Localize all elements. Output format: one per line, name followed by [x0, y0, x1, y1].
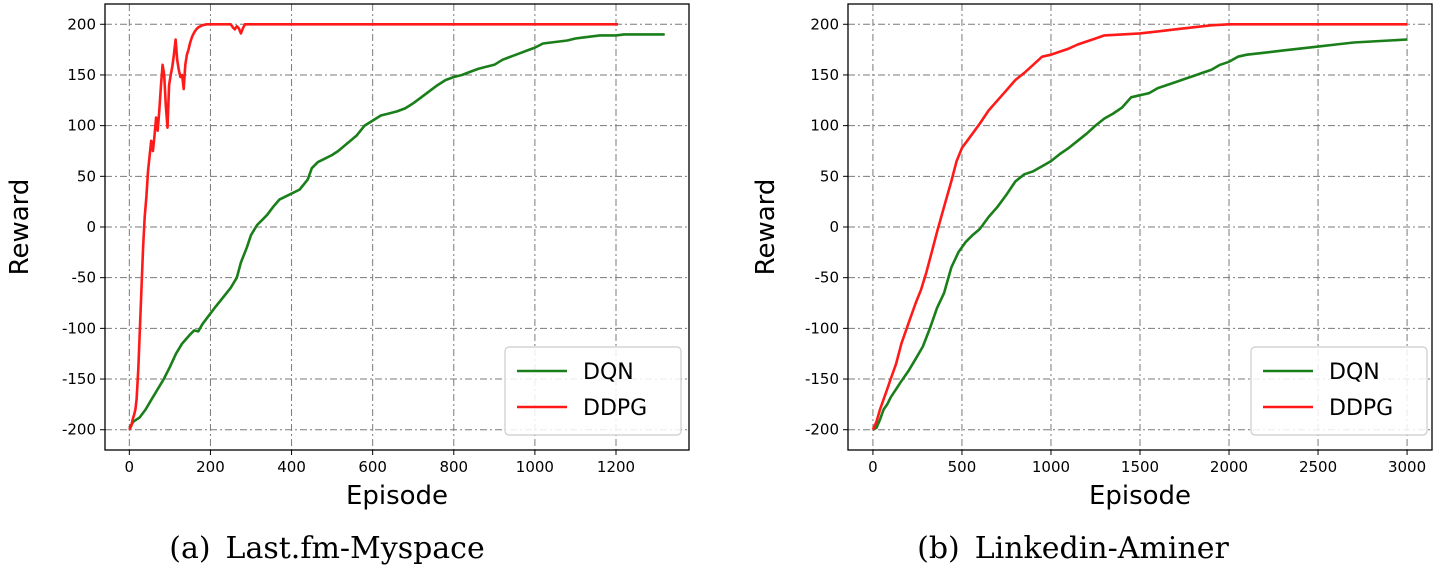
series-line-ddpg [128, 23, 618, 431]
y-tick-label: 100 [810, 117, 839, 135]
x-tick-label: 0 [125, 458, 135, 476]
series-line-dqn [128, 33, 665, 429]
x-tick-label: 3000 [1388, 458, 1426, 476]
x-tick-label: 1500 [1121, 458, 1159, 476]
y-tick-label: 100 [67, 117, 96, 135]
y-tick-label: 0 [829, 218, 839, 236]
legend-label-dqn: DQN [583, 360, 634, 385]
x-tick-label: 2500 [1299, 458, 1337, 476]
subfigure-caption: (b) Linkedin-Aminer [917, 531, 1229, 566]
y-tick-label: -200 [62, 421, 96, 439]
y-axis-label: Reward [751, 179, 781, 276]
legend-label-dqn: DQN [1329, 360, 1380, 385]
y-axis-label: Reward [5, 179, 35, 276]
legend-box [504, 346, 682, 436]
x-tick-label: 0 [868, 458, 878, 476]
y-tick-label: 50 [77, 167, 96, 185]
y-tick-label: 0 [86, 218, 96, 236]
x-tick-label: 800 [439, 458, 468, 476]
y-tick-label: -150 [62, 370, 96, 388]
subfigure-caption: (a) Last.fm-Myspace [169, 531, 484, 566]
x-tick-label: 1000 [516, 458, 554, 476]
x-axis-label: Episode [346, 481, 448, 511]
chart-panel-b: 0 500 1000 1500 2000 2500 3000 -200 -150 -100 -50 0… [751, 3, 1433, 566]
y-tick-label: -50 [72, 269, 97, 287]
legend-label-ddpg: DDPG [583, 396, 647, 421]
series-line-dqn [872, 38, 1408, 431]
x-axis-label: Episode [1089, 481, 1191, 511]
series-line-ddpg [871, 23, 1408, 431]
y-tick-label: 200 [67, 15, 96, 33]
legend-label-ddpg: DDPG [1329, 396, 1393, 421]
x-tick-label: 600 [358, 458, 387, 476]
x-tick-label: 1000 [1032, 458, 1070, 476]
x-tick-label: 400 [277, 458, 306, 476]
y-tick-label: 200 [810, 15, 839, 33]
y-tick-label: 150 [810, 66, 839, 84]
y-tick-label: 50 [820, 167, 839, 185]
x-tick-label: 500 [948, 458, 977, 476]
y-tick-label: -100 [62, 319, 96, 337]
y-tick-label: -200 [805, 421, 839, 439]
y-tick-label: -50 [815, 269, 840, 287]
x-tick-label: 1200 [597, 458, 635, 476]
legend-box [1250, 346, 1428, 436]
y-tick-label: 150 [67, 66, 96, 84]
x-tick-label: 200 [196, 458, 225, 476]
x-tick-label: 2000 [1210, 458, 1248, 476]
y-tick-label: -150 [805, 370, 839, 388]
chart-panel-a: 0 200 400 600 800 1000 1200 -200 -150 -100 -50 0 50 1… [5, 3, 690, 566]
y-tick-label: -100 [805, 319, 839, 337]
